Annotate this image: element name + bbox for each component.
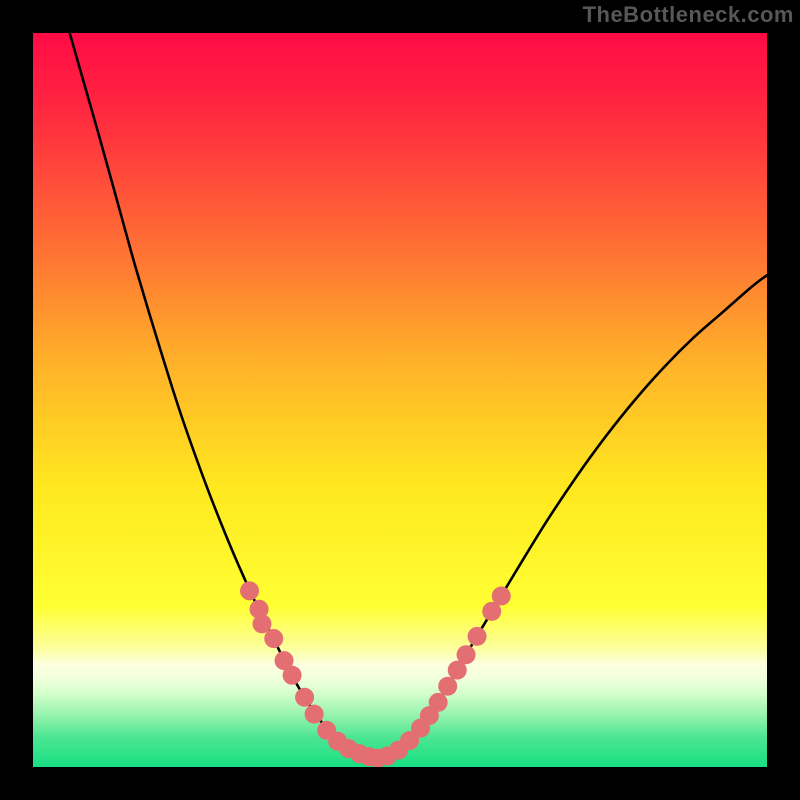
bottleneck-chart [0, 0, 800, 800]
data-marker [283, 666, 302, 685]
data-marker [253, 614, 272, 633]
data-marker [264, 629, 283, 648]
data-marker [457, 645, 476, 664]
data-marker [305, 705, 324, 724]
plot-background [33, 33, 767, 767]
data-marker [429, 693, 448, 712]
data-marker [240, 581, 259, 600]
data-marker [438, 677, 457, 696]
data-marker [295, 688, 314, 707]
data-marker [492, 586, 511, 605]
watermark-text: TheBottleneck.com [583, 2, 794, 28]
data-marker [468, 627, 487, 646]
chart-frame: TheBottleneck.com [0, 0, 800, 800]
